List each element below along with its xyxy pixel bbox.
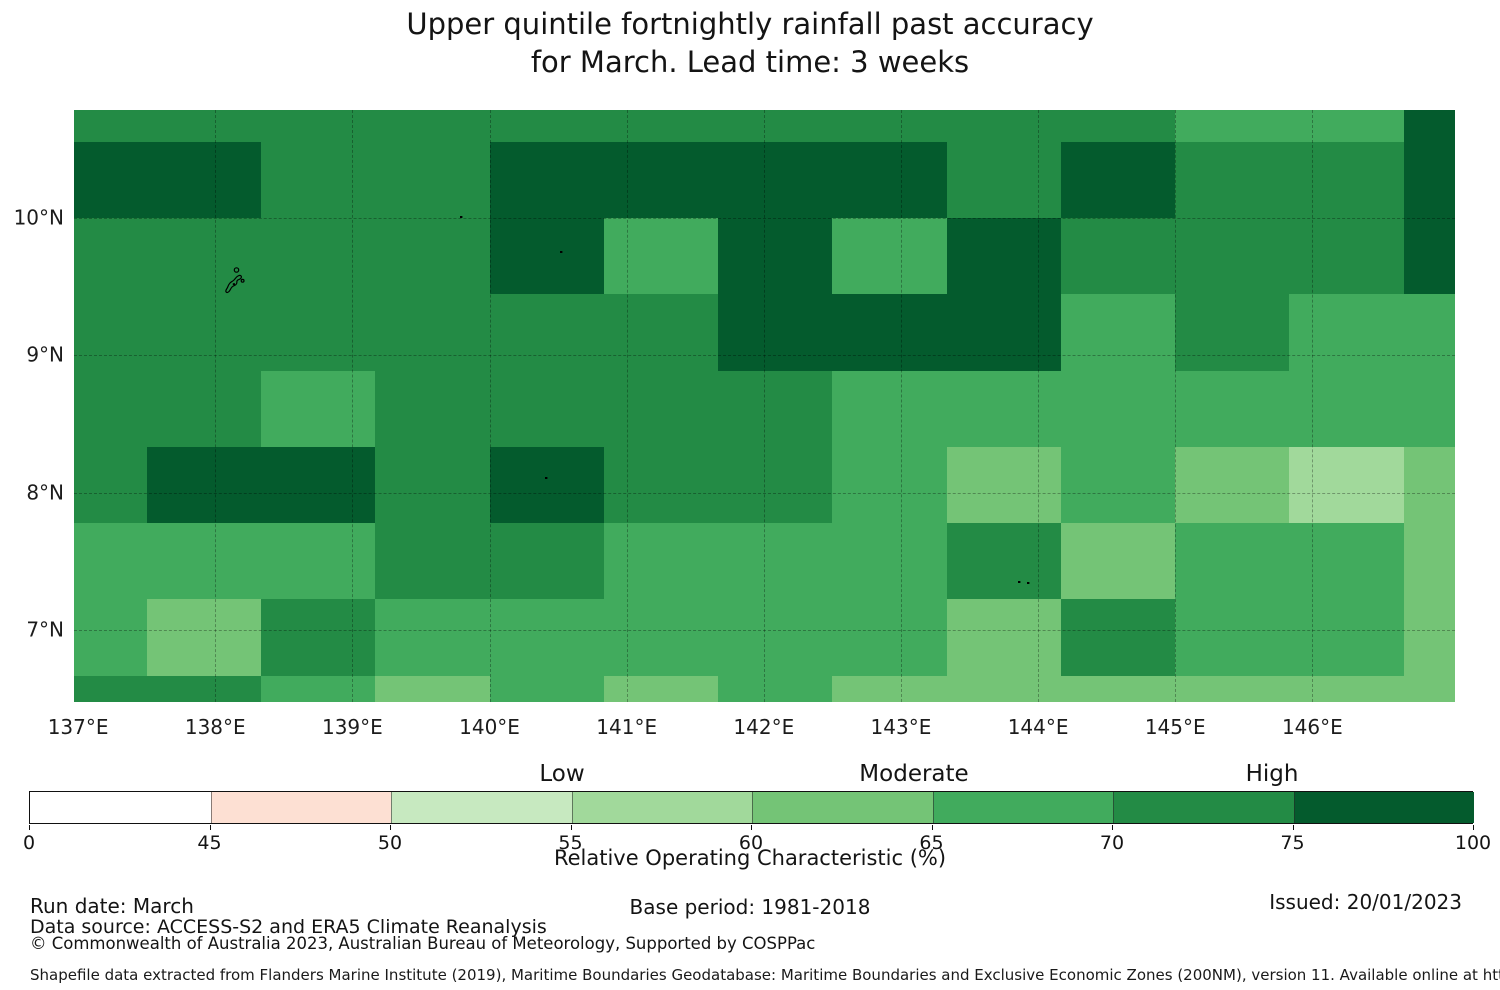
footer-copyright: © Commonwealth of Australia 2023, Austra… <box>30 934 816 953</box>
colorbar <box>29 791 1474 824</box>
colorbar-segment <box>30 792 211 823</box>
colorbar-category-label: Low <box>539 761 585 787</box>
colorbar-tick-mark <box>29 825 30 830</box>
chart-title-line2: for March. Lead time: 3 weeks <box>530 45 970 79</box>
colorbar-segment <box>391 792 572 823</box>
colorbar-tick-label: 60 <box>738 832 764 854</box>
colorbar-axis-label: Relative Operating Characteristic (%) <box>553 846 947 870</box>
colorbar-tick-label: 100 <box>1454 832 1492 854</box>
footer-shapefile-attribution: Shapefile data extracted from Flanders M… <box>30 966 1500 984</box>
colorbar-tick-mark <box>1473 825 1474 830</box>
colorbar-segment <box>571 792 752 823</box>
footer-run-date: Run date: March <box>30 894 194 918</box>
colorbar-segment <box>932 792 1113 823</box>
colorbar-tick-mark <box>1292 825 1294 830</box>
colorbar-category-label: High <box>1245 761 1299 787</box>
colorbar-tick-label: 70 <box>1099 832 1125 854</box>
colorbar-tick-mark <box>390 825 391 830</box>
colorbar-tick-mark <box>570 825 572 830</box>
colorbar-tick-label: 65 <box>919 832 944 854</box>
colorbar-tick-label: 45 <box>197 832 222 854</box>
colorbar-category-label: Moderate <box>859 761 969 787</box>
colorbar-segment <box>752 792 933 823</box>
colorbar-tick-label: 75 <box>1280 832 1305 854</box>
colorbar-tick-mark <box>931 825 933 830</box>
colorbar-tick-label: 50 <box>377 832 403 854</box>
footer-data-source: Data source: ACCESS-S2 and ERA5 Climate … <box>30 916 547 938</box>
colorbar-segment <box>1113 792 1294 823</box>
colorbar-tick-label: 0 <box>22 832 36 854</box>
footer-issued-date: Issued: 20/01/2023 <box>1269 890 1462 914</box>
colorbar-tick-mark <box>1112 825 1113 830</box>
colorbar-tick-label: 55 <box>558 832 583 854</box>
colorbar-segment <box>210 792 391 823</box>
colorbar-tick-mark <box>209 825 211 830</box>
chart-title: Upper quintile fortnightly rainfall past… <box>0 5 1500 81</box>
colorbar-tick-mark <box>751 825 752 830</box>
footer-base-period: Base period: 1981-2018 <box>629 895 871 919</box>
chart-title-line1: Upper quintile fortnightly rainfall past… <box>406 7 1094 41</box>
colorbar-segment <box>1293 792 1474 823</box>
